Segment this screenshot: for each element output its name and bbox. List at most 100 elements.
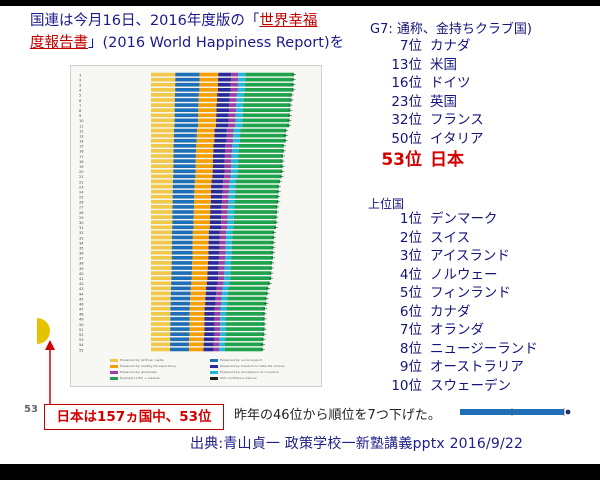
- chart-bar-segment: [231, 154, 239, 158]
- chart-bar-segment: [221, 215, 228, 219]
- chart-bar-segment: [242, 113, 290, 118]
- top-country: アイスランド: [430, 248, 510, 264]
- legend-swatch: [210, 370, 218, 374]
- chart-bar-segment: [204, 317, 215, 321]
- chart-bar-segment: [232, 230, 275, 235]
- chart-bar-segment: [205, 291, 217, 296]
- chart-bar-segment: [233, 215, 277, 219]
- chart-bar-segment: [216, 108, 229, 113]
- report-link-part1[interactable]: 世界幸福: [259, 13, 318, 29]
- chart-rank-label: 16: [79, 150, 84, 154]
- chart-bar-segment: [224, 164, 232, 169]
- chart-bar-segment: [151, 240, 172, 245]
- chart-bar-segment: [218, 77, 231, 82]
- chart-bar-segment: [235, 194, 279, 199]
- top-rank: 3位: [399, 248, 422, 264]
- chart-rank-label: 54: [79, 343, 84, 347]
- chart-bar-segment: [194, 199, 211, 204]
- chart-bar-segment: [193, 205, 211, 209]
- chart-bar-segment: [227, 301, 267, 306]
- chart-bar-segment: [218, 72, 232, 77]
- chart-bar-segment: [151, 311, 171, 316]
- chart-bar-segment: [243, 103, 291, 107]
- top-rank: 7位: [399, 322, 422, 338]
- chart-bar-segment: [225, 240, 232, 245]
- japan-rank: 53位: [381, 150, 422, 170]
- g7-rank-row: 13位 米国: [364, 56, 594, 75]
- g7-country: 米国: [430, 56, 457, 73]
- chart-rank-label: 55: [79, 348, 84, 352]
- headline-prefix: 国連は今月16日、2016年度版の「: [30, 13, 260, 29]
- chart-bar-segment: [151, 133, 174, 138]
- headline-suffix: 」(2016 World Happiness Report)を: [88, 35, 345, 51]
- chart-bar-segment: [224, 154, 232, 158]
- chart-bar-segment: [218, 276, 225, 281]
- legend-label: Explained by: social support: [220, 358, 263, 362]
- chart-bar-segment: [215, 123, 229, 128]
- g7-ranking: G7: 通称、金持ちクラブ国) 7位 カナダ 13位 米国 16位 ドイツ 23位 英国 32位…: [364, 18, 594, 172]
- chart-bar-segment: [231, 240, 274, 245]
- chart-bar-segment: [238, 143, 284, 148]
- chart-bar-segment: [189, 311, 205, 316]
- chart-bar-segment: [174, 113, 199, 118]
- chart-bar-segment: [216, 291, 223, 296]
- chart-bar-segment: [242, 108, 291, 113]
- chart-bar-segment: [151, 317, 171, 321]
- chart-rank-label: 9: [79, 114, 82, 118]
- chart-bar-segment: [189, 306, 205, 311]
- chart-bar-segment: [227, 225, 234, 230]
- chart-rank-label: 52: [79, 333, 84, 337]
- top-country: ノルウェー: [430, 266, 498, 283]
- chart-bar-segment: [217, 98, 230, 102]
- chart-rank-label: 24: [79, 190, 84, 194]
- chart-bar-segment: [191, 271, 208, 275]
- chart-bar-segment: [219, 347, 225, 352]
- chart-rank-label: 36: [79, 252, 84, 256]
- legend-item: Dystopia (1.85) + residual: [110, 376, 160, 380]
- chart-bar-segment: [151, 342, 171, 347]
- chart-bar-segment: [173, 169, 196, 174]
- chart-bar-segment: [230, 276, 272, 281]
- chart-bar-segment: [222, 189, 229, 194]
- chart-bar-segment: [207, 271, 219, 275]
- chart-bar-segment: [225, 332, 265, 337]
- chart-rank-label: 20: [79, 170, 84, 174]
- chart-bar-segment: [211, 189, 223, 194]
- chart-bar-segment: [210, 205, 222, 209]
- chart-bar-segment: [210, 199, 223, 204]
- chart-bar-segment: [170, 337, 190, 342]
- chart-bar-segment: [192, 230, 209, 235]
- chart-bar-segment: [174, 98, 199, 102]
- chart-bar-segment: [235, 184, 279, 189]
- chart-bar-segment: [243, 98, 292, 102]
- chart-rank-label: 45: [79, 297, 84, 301]
- chart-bar-segment: [170, 327, 190, 331]
- chart-bar-segment: [195, 169, 213, 174]
- chart-bar-segment: [225, 255, 232, 260]
- chart-bar-segment: [206, 281, 218, 286]
- chart-bar-segment: [217, 281, 224, 286]
- chart-bar-segment: [215, 301, 222, 306]
- chart-bar-segment: [174, 93, 199, 97]
- chart-bar-segment: [151, 169, 174, 174]
- chart-bar-segment: [220, 317, 226, 321]
- report-link-part2[interactable]: 度報告書: [30, 35, 88, 51]
- chart-rank-label: 14: [79, 140, 84, 144]
- chart-bar-segment: [213, 347, 220, 352]
- chart-bar-segment: [225, 317, 265, 321]
- chart-legend: Explained by: GDP per capita Explained by…: [110, 358, 320, 384]
- top-country: カナダ: [430, 303, 471, 320]
- chart-bar-segment: [224, 159, 232, 163]
- chart-bar-segment: [216, 118, 229, 123]
- chart-rank-label: 25: [79, 196, 84, 200]
- chart-bar-segment: [213, 143, 226, 148]
- chart-bar-segment: [192, 245, 209, 250]
- chart-bar-segment: [223, 179, 230, 184]
- chart-bar-segment: [229, 281, 270, 286]
- chart-bar-segment: [235, 189, 279, 194]
- chart-bar-segment: [151, 184, 173, 189]
- chart-bar-segment: [172, 220, 194, 225]
- chart-rank-label: 5: [79, 94, 81, 98]
- chart-bar-segment: [208, 240, 220, 245]
